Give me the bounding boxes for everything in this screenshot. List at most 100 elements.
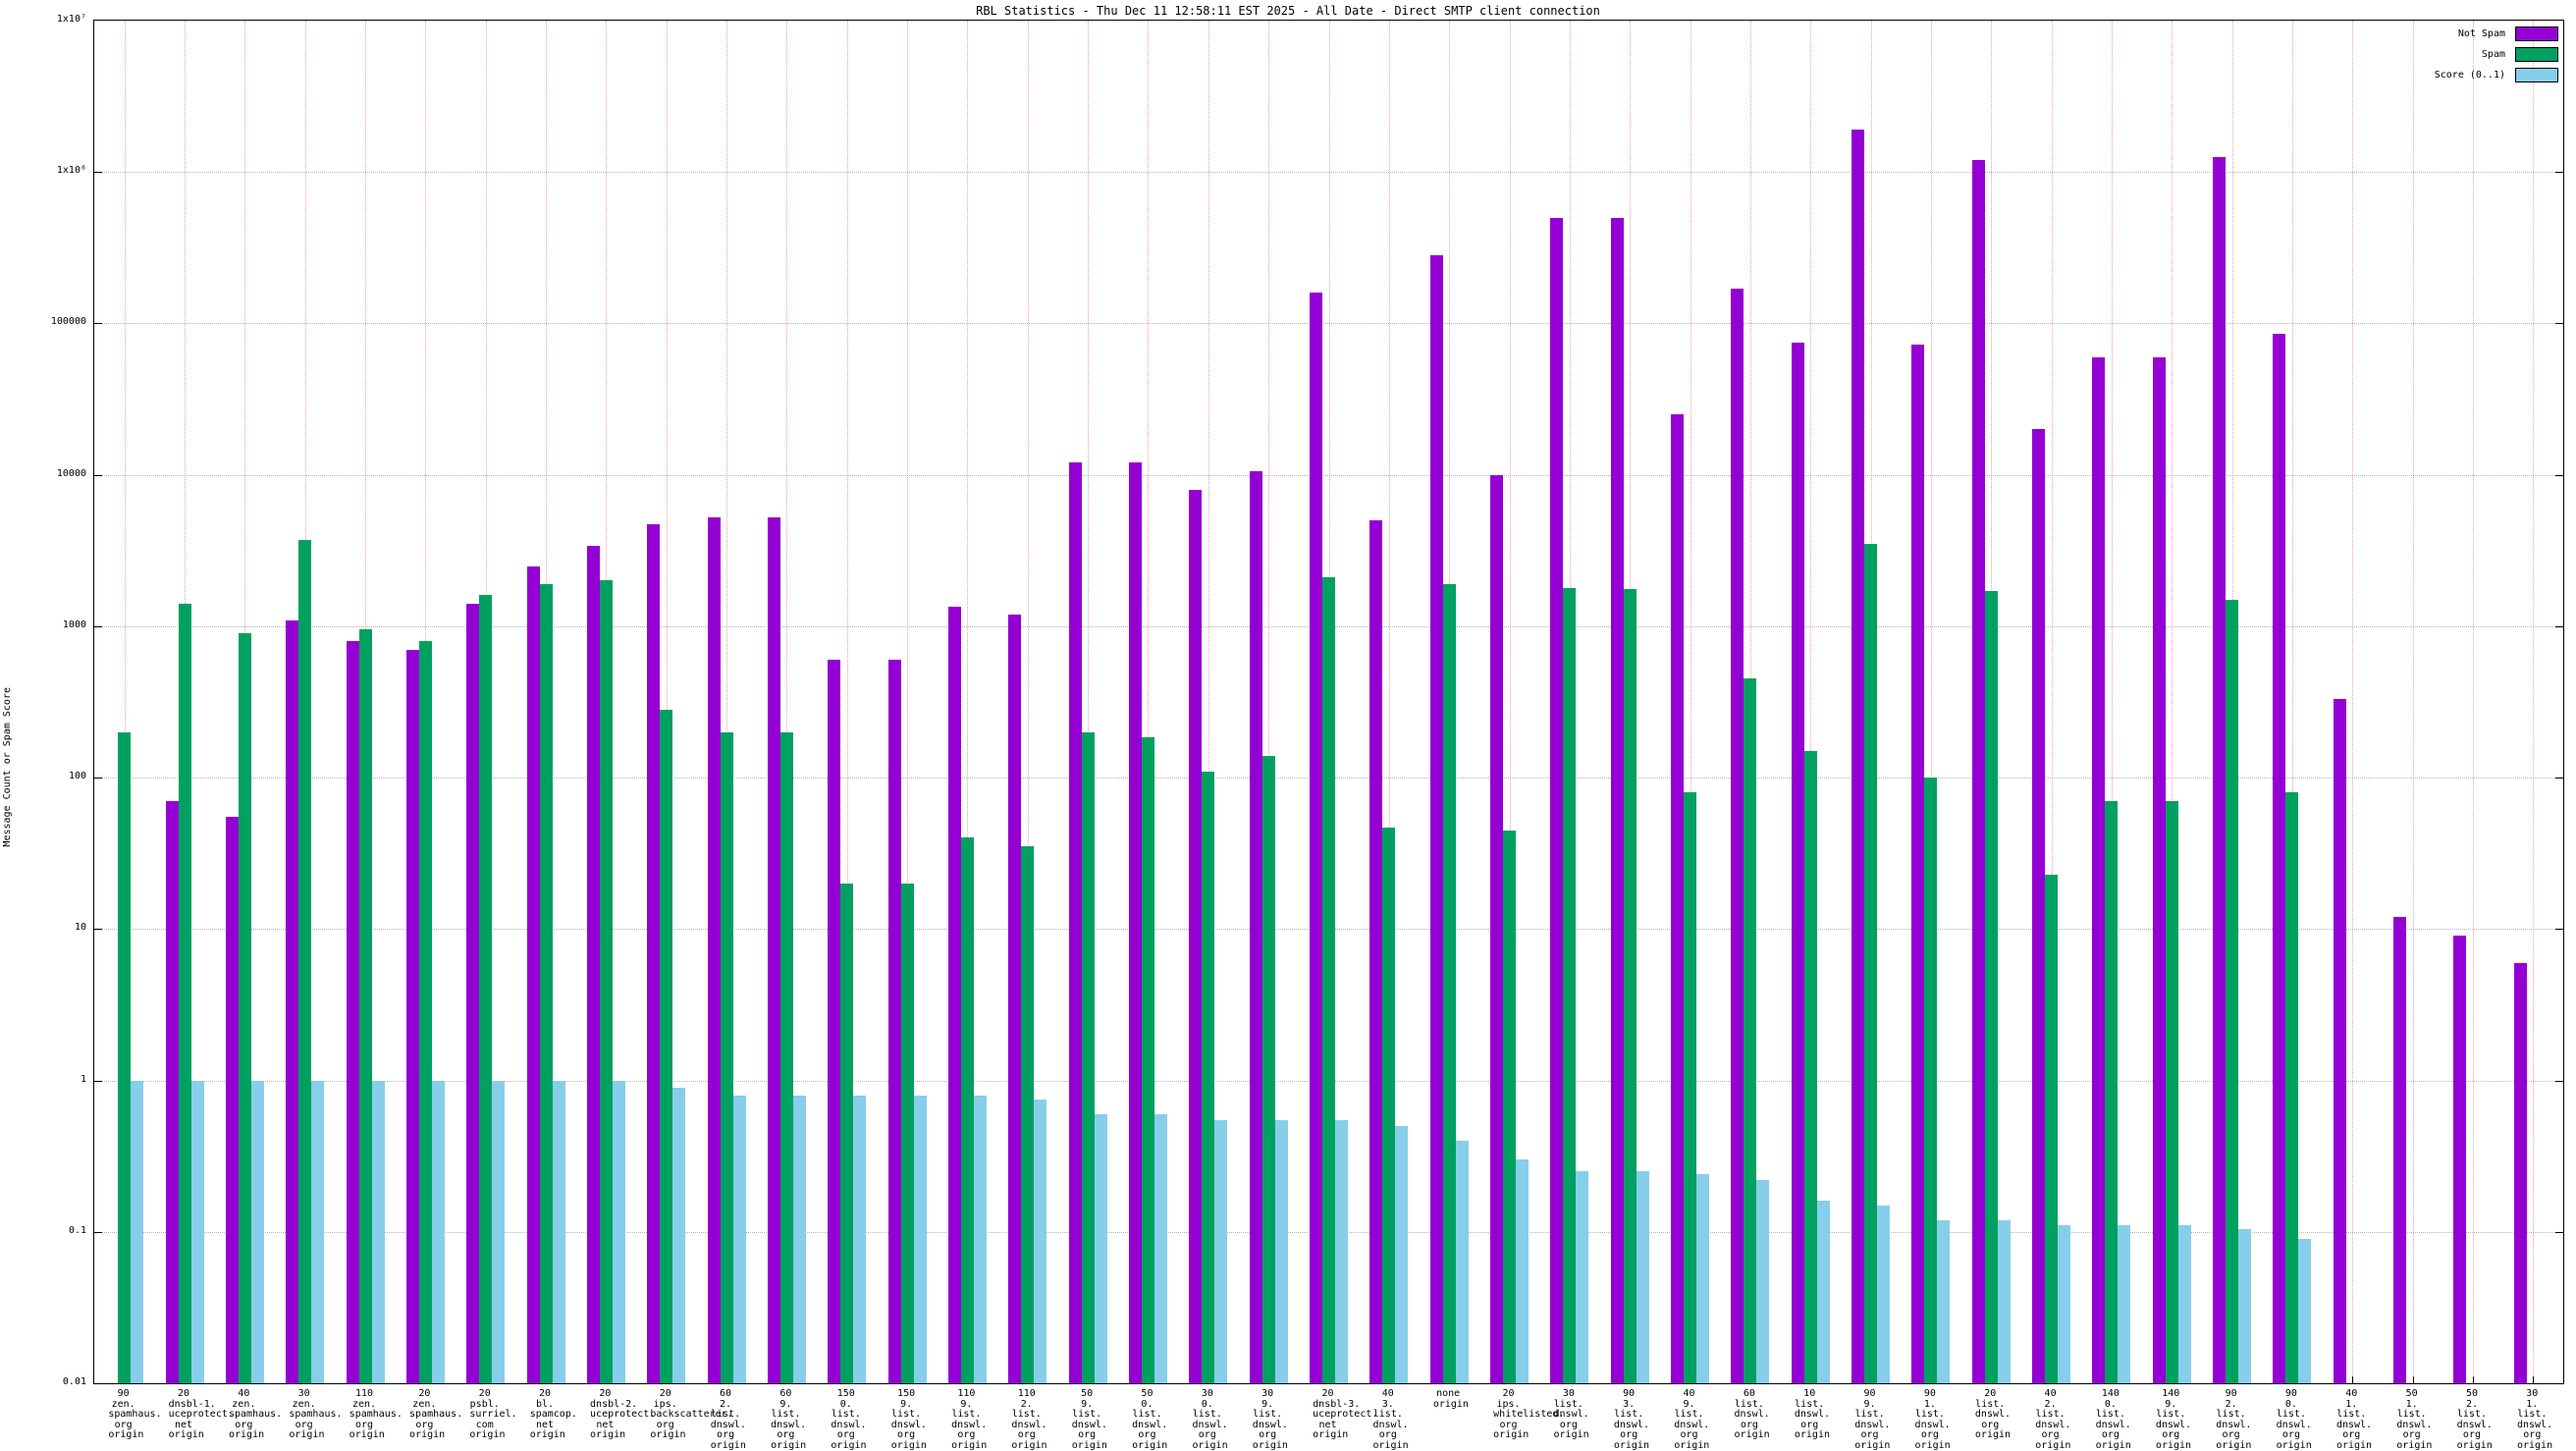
x-tickmark bbox=[2472, 1376, 2474, 1383]
bar-not-spam bbox=[1731, 288, 1744, 1383]
bar-spam bbox=[2105, 801, 2119, 1383]
bar-score-0-1- bbox=[1154, 1113, 1167, 1383]
bar-not-spam bbox=[1671, 414, 1685, 1383]
bar-score-0-1- bbox=[1455, 1140, 1469, 1383]
bar-spam bbox=[2226, 599, 2239, 1383]
y-tick-label: 10 bbox=[74, 922, 86, 934]
y-tickmark-right bbox=[2555, 778, 2563, 779]
x-tickmark bbox=[2533, 1376, 2535, 1383]
bar-score-0-1- bbox=[250, 1080, 264, 1383]
y-tickmark-left bbox=[94, 323, 102, 325]
v-gridline bbox=[2352, 21, 2354, 1383]
v-gridline bbox=[1148, 21, 1150, 1383]
bar-not-spam bbox=[2273, 334, 2286, 1383]
x-tick-label: 90 9. list. dnswl. org origin bbox=[1854, 1388, 1891, 1451]
bar-not-spam bbox=[1791, 342, 1804, 1383]
x-tick-label: 30 0. list. dnswl. org origin bbox=[1192, 1388, 1228, 1451]
bar-score-0-1- bbox=[2118, 1225, 2131, 1383]
bar-spam bbox=[1623, 589, 1637, 1383]
v-gridline bbox=[1388, 21, 1390, 1383]
bar-not-spam bbox=[2092, 356, 2106, 1383]
bar-not-spam bbox=[1008, 614, 1022, 1383]
x-tick-label: 40 1. list. dnswl. org origin bbox=[2335, 1388, 2373, 1451]
y-tick-label: 100000 bbox=[50, 316, 86, 328]
v-gridline bbox=[1208, 21, 1209, 1383]
bar-not-spam bbox=[466, 604, 480, 1383]
bar-not-spam bbox=[1610, 217, 1624, 1383]
v-gridline bbox=[1690, 21, 1691, 1383]
x-tick-label: 90 2. list. dnswl. org origin bbox=[2216, 1388, 2252, 1451]
bar-spam bbox=[1442, 583, 1456, 1383]
bar-spam bbox=[660, 710, 673, 1383]
bar-spam bbox=[1081, 731, 1095, 1383]
bar-spam bbox=[1141, 736, 1154, 1383]
bar-not-spam bbox=[647, 524, 661, 1383]
x-tick-label: 40 3. list. dnswl. org origin bbox=[1372, 1388, 1409, 1451]
bar-spam bbox=[2285, 792, 2299, 1383]
x-tick-label: 110 9. list. dnswl. org origin bbox=[951, 1388, 988, 1451]
bar-score-0-1- bbox=[1816, 1201, 1830, 1383]
bar-not-spam bbox=[165, 801, 179, 1383]
v-gridline bbox=[2472, 21, 2474, 1383]
bar-score-0-1- bbox=[1094, 1113, 1107, 1383]
v-gridline bbox=[1268, 21, 1270, 1383]
x-tick-label: 50 1. list. dnswl. org origin bbox=[2396, 1388, 2433, 1451]
legend-label: Score (0..1) bbox=[2434, 70, 2505, 81]
bar-score-0-1- bbox=[672, 1087, 686, 1383]
bar-spam bbox=[599, 580, 613, 1383]
bar-score-0-1- bbox=[1034, 1099, 1047, 1383]
bar-spam bbox=[1261, 755, 1275, 1383]
x-tick-label: 50 9. list. dnswl. org origin bbox=[1071, 1388, 1107, 1451]
bar-not-spam bbox=[1490, 474, 1504, 1383]
y-tickmark-right bbox=[2555, 1231, 2563, 1233]
x-tick-label: 90 zen. spamhaus. org origin bbox=[108, 1388, 162, 1440]
y-tickmark-left bbox=[94, 474, 102, 476]
bar-not-spam bbox=[1189, 489, 1203, 1383]
bar-spam bbox=[840, 883, 854, 1383]
legend-label: Spam bbox=[2481, 49, 2505, 60]
legend-label: Not Spam bbox=[2457, 28, 2505, 39]
bar-score-0-1- bbox=[1696, 1174, 1710, 1383]
x-tick-label: 20 dnsbl-1. uceprotect. net origin bbox=[168, 1388, 234, 1440]
x-tick-label: 60 list. dnswl. org origin bbox=[1734, 1388, 1770, 1440]
bar-spam bbox=[1382, 827, 1396, 1383]
bar-not-spam bbox=[1852, 130, 1865, 1383]
x-tick-label: 140 0. list. dnswl. org origin bbox=[2095, 1388, 2131, 1451]
bar-spam bbox=[539, 583, 553, 1383]
bar-spam bbox=[1744, 678, 1757, 1383]
bar-not-spam bbox=[346, 640, 359, 1383]
legend-swatch bbox=[2515, 47, 2558, 62]
bar-score-0-1- bbox=[190, 1080, 204, 1383]
legend-entry: Spam bbox=[2435, 44, 2558, 65]
bar-score-0-1- bbox=[1395, 1125, 1409, 1383]
bar-not-spam bbox=[887, 660, 901, 1383]
bar-spam bbox=[779, 731, 793, 1383]
v-gridline bbox=[2172, 21, 2174, 1383]
x-tick-label: 20 list. dnswl. org origin bbox=[1974, 1388, 2012, 1440]
v-gridline bbox=[666, 21, 668, 1383]
y-tick-label: 100 bbox=[68, 771, 86, 782]
y-tickmark-left bbox=[94, 625, 102, 627]
bar-not-spam bbox=[1971, 160, 1985, 1383]
y-tickmark-left bbox=[94, 1080, 102, 1082]
bar-not-spam bbox=[2453, 936, 2467, 1383]
bar-not-spam bbox=[2513, 962, 2527, 1383]
y-tickmark-right bbox=[2555, 625, 2563, 627]
v-gridline bbox=[786, 21, 788, 1383]
bar-not-spam bbox=[286, 619, 299, 1383]
bar-not-spam bbox=[1550, 217, 1564, 1383]
x-tick-label: 20 ips. whitelisted. org origin bbox=[1493, 1388, 1565, 1440]
bar-score-0-1- bbox=[2238, 1228, 2252, 1383]
x-tick-label: 20 dnsbl-2. uceprotect. net origin bbox=[590, 1388, 656, 1440]
x-tick-label: 30 9. list. dnswl. org origin bbox=[1252, 1388, 1288, 1451]
y-tick-label: 1000 bbox=[62, 618, 86, 630]
bar-not-spam bbox=[225, 817, 239, 1383]
bar-score-0-1- bbox=[913, 1095, 927, 1383]
bar-spam bbox=[1021, 846, 1035, 1383]
bar-spam bbox=[720, 731, 733, 1383]
x-tick-label: 90 3. list. dnswl. org origin bbox=[1613, 1388, 1649, 1451]
bar-score-0-1- bbox=[2298, 1238, 2312, 1383]
v-gridline bbox=[2412, 21, 2414, 1383]
bar-not-spam bbox=[1068, 462, 1082, 1383]
bar-score-0-1- bbox=[1214, 1119, 1228, 1383]
